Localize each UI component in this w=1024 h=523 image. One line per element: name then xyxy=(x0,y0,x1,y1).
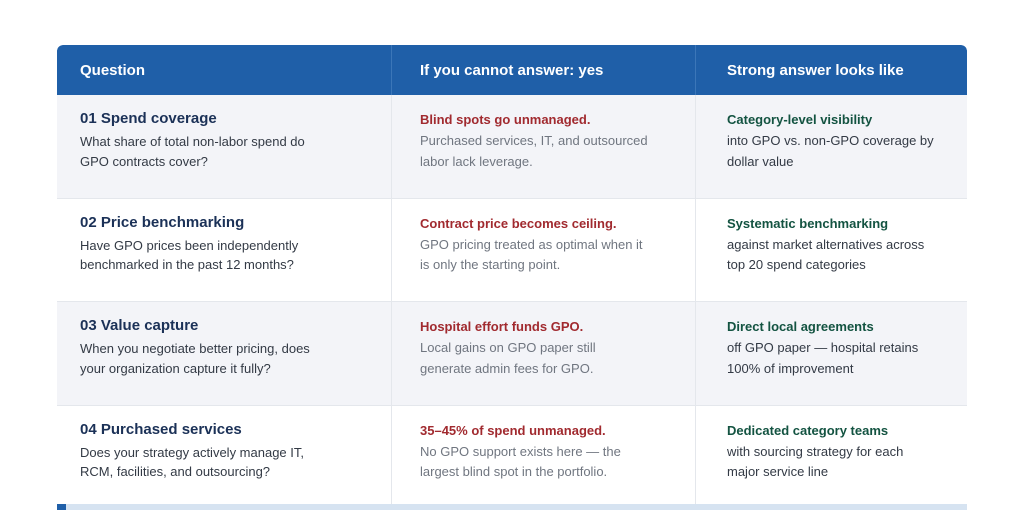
strong-text: off GPO paper — hospital retains 100% of… xyxy=(727,340,919,376)
risk-text: Purchased services, IT, and outsourced l… xyxy=(420,133,648,169)
table-row: 04 Purchased services Does your strategy… xyxy=(57,405,967,509)
risk-cell: Blind spots go unmanaged. Purchased serv… xyxy=(392,95,696,198)
question-title: 03 Value capture xyxy=(80,317,199,334)
table-row: 03 Value capture When you negotiate bett… xyxy=(57,302,967,406)
question-text: When you negotiate better pricing, does … xyxy=(80,341,310,376)
header-if-no: If you cannot answer: yes xyxy=(392,45,696,95)
question-text: What share of total non-labor spend do G… xyxy=(80,134,305,169)
strong-title: Category-level visibility xyxy=(727,112,873,127)
strong-text: into GPO vs. non-GPO coverage by dollar … xyxy=(727,133,934,169)
risk-text: No GPO support exists here — the largest… xyxy=(420,443,621,480)
question-cell: 01 Spend coverage What share of total no… xyxy=(57,95,392,198)
strong-title: Direct local agreements xyxy=(727,319,874,334)
risk-title: Hospital effort funds GPO. xyxy=(420,319,584,334)
strong-text: against market alternatives across top 2… xyxy=(727,236,925,273)
risk-title: 35–45% of spend unmanaged. xyxy=(420,422,606,438)
risk-text: GPO pricing treated as optimal when it i… xyxy=(420,236,643,273)
question-title: 04 Purchased services xyxy=(80,420,242,438)
question-cell: 02 Price benchmarking Have GPO prices be… xyxy=(57,198,392,301)
progress-accent xyxy=(57,504,66,510)
strong-cell: Direct local agreements off GPO paper — … xyxy=(696,302,967,405)
strong-title: Dedicated category teams xyxy=(727,422,889,438)
question-title: 01 Spend coverage xyxy=(80,110,217,127)
risk-cell: Hospital effort funds GPO. Local gains o… xyxy=(392,302,696,405)
question-cell: 04 Purchased services Does your strategy… xyxy=(57,405,392,508)
strong-title: Systematic benchmarking xyxy=(727,215,889,231)
strong-cell: Dedicated category teams with sourcing s… xyxy=(696,406,967,509)
question-cell: 03 Value capture When you negotiate bett… xyxy=(57,302,392,405)
risk-cell: Contract price becomes ceiling. GPO pric… xyxy=(392,198,696,301)
progress-track xyxy=(57,504,967,510)
table-header: Question If you cannot answer: yes Stron… xyxy=(57,45,967,95)
risk-title: Contract price becomes ceiling. xyxy=(420,215,617,231)
table-row: 02 Price benchmarking Have GPO prices be… xyxy=(57,198,967,302)
risk-text: Local gains on GPO paper still generate … xyxy=(420,340,596,376)
question-text: Does your strategy actively manage IT, R… xyxy=(80,444,304,480)
question-title: 02 Price benchmarking xyxy=(80,213,245,231)
header-strong-answer: Strong answer looks like xyxy=(727,61,904,79)
risk-title: Blind spots go unmanaged. xyxy=(420,112,591,127)
assessment-table: Question If you cannot answer: yes Stron… xyxy=(57,45,967,509)
risk-cell: 35–45% of spend unmanaged. No GPO suppor… xyxy=(392,405,696,508)
table-row: 01 Spend coverage What share of total no… xyxy=(57,95,967,199)
strong-text: with sourcing strategy for each major se… xyxy=(727,443,904,480)
strong-cell: Category-level visibility into GPO vs. n… xyxy=(696,95,967,198)
question-text: Have GPO prices been independently bench… xyxy=(80,237,299,273)
header-question: Question xyxy=(57,45,392,95)
strong-cell: Systematic benchmarking against market a… xyxy=(696,199,967,302)
